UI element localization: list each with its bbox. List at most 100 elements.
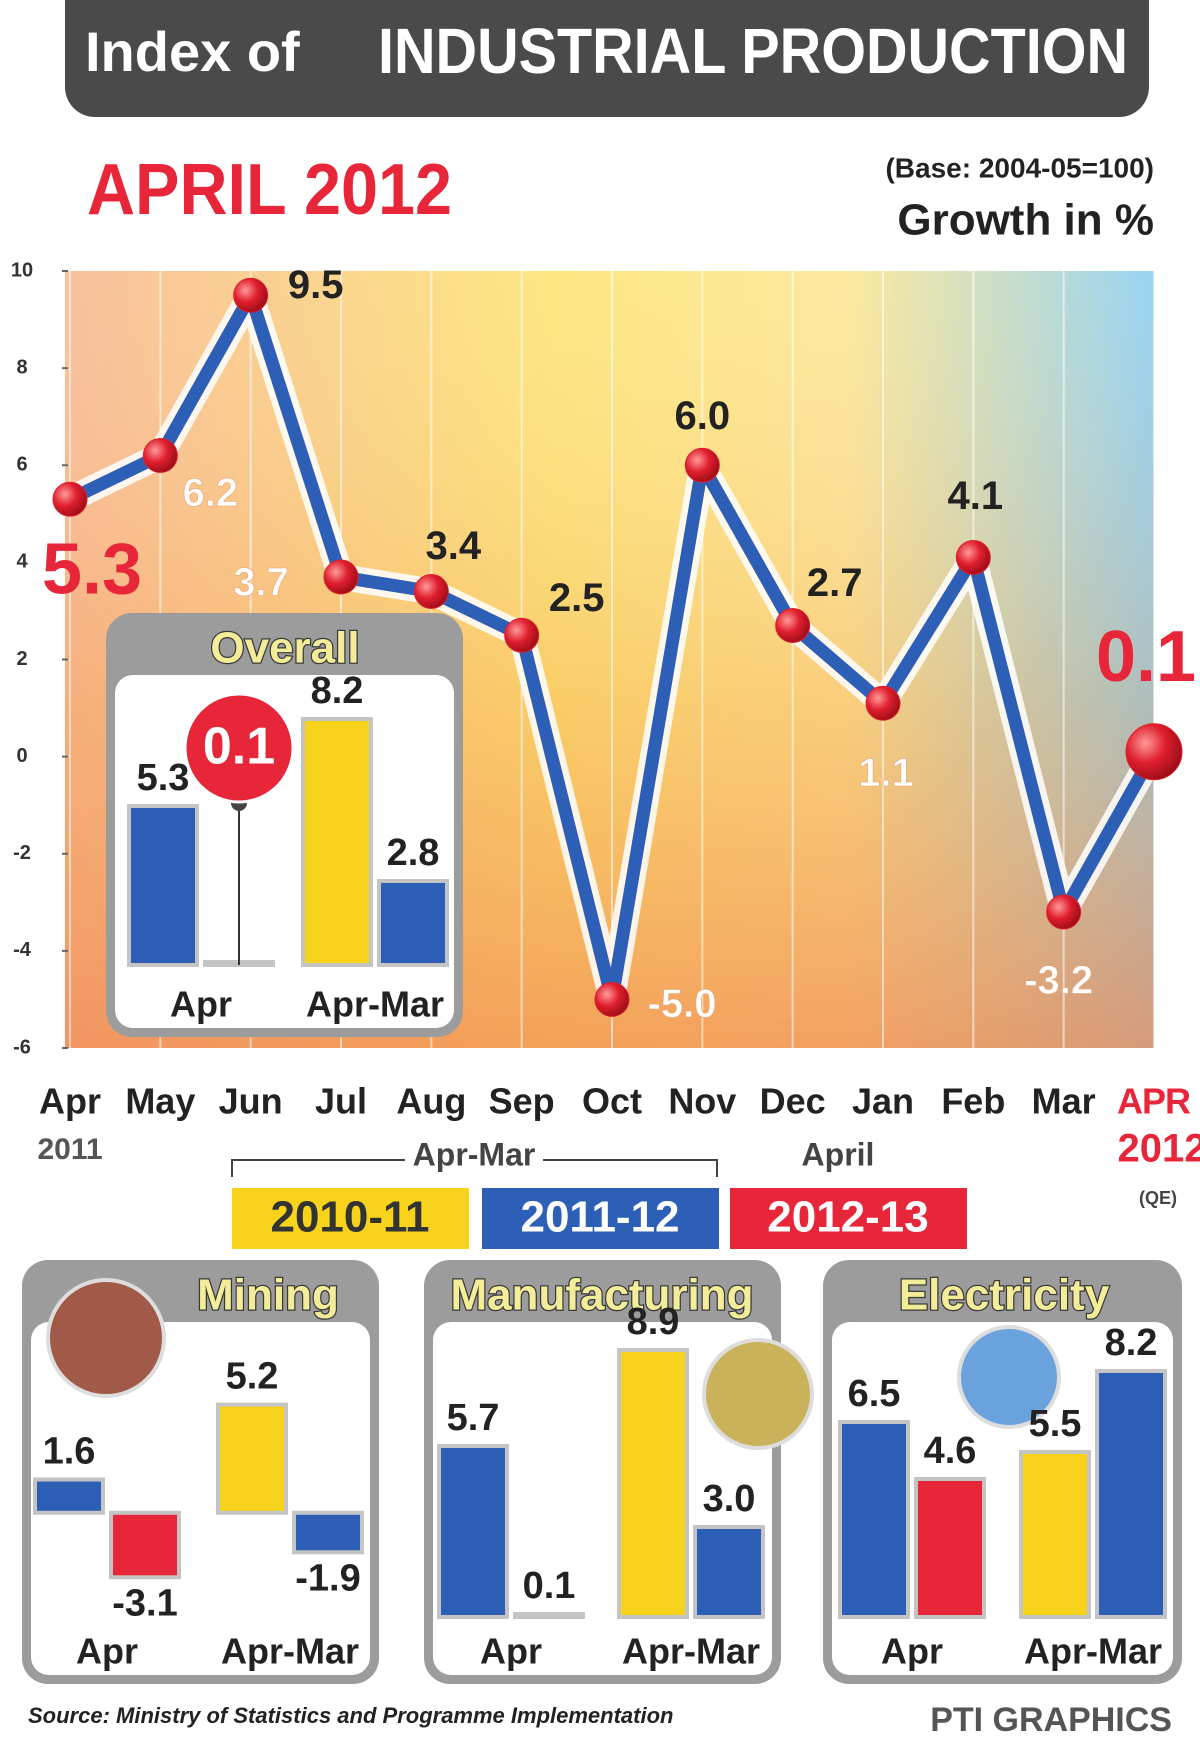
x-tick-label: Sep [489,1081,555,1122]
point [323,559,359,595]
point [504,617,540,653]
value-label: 5.3 [137,757,190,799]
category-label: Apr [76,1631,138,1672]
value-label: 1.1 [858,751,914,795]
x-tick-label: Jan [852,1081,914,1122]
panel-title: Mining [197,1271,339,1320]
value-label: 6.0 [675,394,731,438]
point [865,685,901,721]
header-bar [65,0,1149,117]
bar [301,717,373,967]
panel-icon [46,1278,166,1398]
category-label: Apr-Mar [306,984,444,1025]
panel-icon [957,1325,1061,1429]
source: Source: Ministry of Statistics and Progr… [28,1703,673,1728]
bar [109,1510,181,1580]
category-label: Apr-Mar [1024,1631,1162,1672]
x-sublabel: 2012 [1118,1127,1200,1171]
point [413,574,449,610]
bar [914,1477,986,1619]
legend-label: 2010-11 [270,1193,429,1242]
point [52,481,88,517]
value-label: 8.2 [1105,1322,1158,1364]
legend-label: 2011-12 [520,1193,679,1242]
value-label: 5.7 [447,1397,500,1439]
y-tick-label: -4 [13,939,32,961]
legend-group: April [802,1136,875,1172]
header-prefix: Index of [85,20,300,83]
value-label: 5.3 [42,529,142,609]
point [775,608,811,644]
value-label: 4.1 [948,474,1004,518]
value-label: 2.5 [549,576,605,620]
category-note: (QE) [1139,1188,1177,1208]
value-label: 5.2 [226,1356,279,1398]
x-tick-label: May [125,1081,195,1122]
unit-label: Growth in % [897,196,1154,245]
x-tick-label: APR [1117,1081,1191,1122]
value-label: 3.0 [703,1478,756,1520]
y-tick-label: -2 [13,842,31,864]
bar [1095,1369,1167,1619]
x-sublabel: 2011 [37,1133,102,1166]
bar [1019,1450,1091,1619]
value-label: 6.5 [848,1373,901,1415]
value-label: -5.0 [648,982,717,1026]
value-label: 5.5 [1029,1403,1082,1445]
bar [617,1348,689,1619]
x-tick-label: Oct [582,1081,642,1122]
x-tick-label: Mar [1032,1081,1096,1122]
value-label: 4.6 [924,1430,977,1472]
value-label: 0.1 [1096,617,1196,697]
point [955,540,991,576]
category-label: Apr [881,1631,943,1672]
point [142,438,178,474]
value-label: -3.1 [112,1582,177,1624]
value-label: 9.5 [288,263,344,307]
panel-icon [702,1338,814,1450]
category-label: Apr-Mar [622,1631,760,1672]
callout [183,692,295,804]
y-tick-label: 4 [16,551,28,573]
value-label: 2.7 [807,561,863,605]
legend-swatch [730,1188,967,1249]
bar [216,1402,288,1515]
y-tick-label: 6 [16,454,27,476]
x-tick-label: Nov [668,1081,736,1122]
value-label: 8.2 [311,670,364,712]
x-tick-label: Feb [941,1081,1005,1122]
legend-group: Apr-Mar [413,1136,536,1172]
bar [377,879,449,967]
point [233,277,269,313]
y-tick-label: 8 [16,356,27,378]
value-label: -1.9 [295,1557,360,1599]
panel-title: Electricity [899,1271,1110,1320]
y-tick-label: -6 [13,1036,31,1058]
x-tick-label: Dec [760,1081,826,1122]
bar [437,1444,509,1619]
point [1125,723,1183,781]
value-label: 6.2 [183,471,239,515]
bar [292,1510,364,1555]
value-label: 3.4 [426,524,482,568]
value-label: 3.7 [233,561,289,605]
value-label: 2.8 [387,832,440,874]
x-tick-label: Aug [396,1081,466,1122]
bar [33,1477,105,1515]
panel-title: Overall [210,624,359,673]
header-title: INDUSTRIAL PRODUCTION [378,15,1128,87]
value-label: 0.1 [203,718,275,776]
credit: PTI GRAPHICS [930,1701,1172,1739]
point [594,981,630,1017]
bar [513,1612,585,1619]
value-label: 8.9 [627,1301,680,1343]
bar [838,1420,910,1619]
value-label: 1.6 [43,1431,96,1473]
x-tick-label: Jul [315,1081,367,1122]
legend-gap [405,1140,543,1174]
y-tick-label: 10 [11,259,33,281]
legend-swatch [482,1188,719,1249]
x-tick-label: Apr [39,1081,101,1122]
value-label: -3.2 [1024,959,1093,1003]
